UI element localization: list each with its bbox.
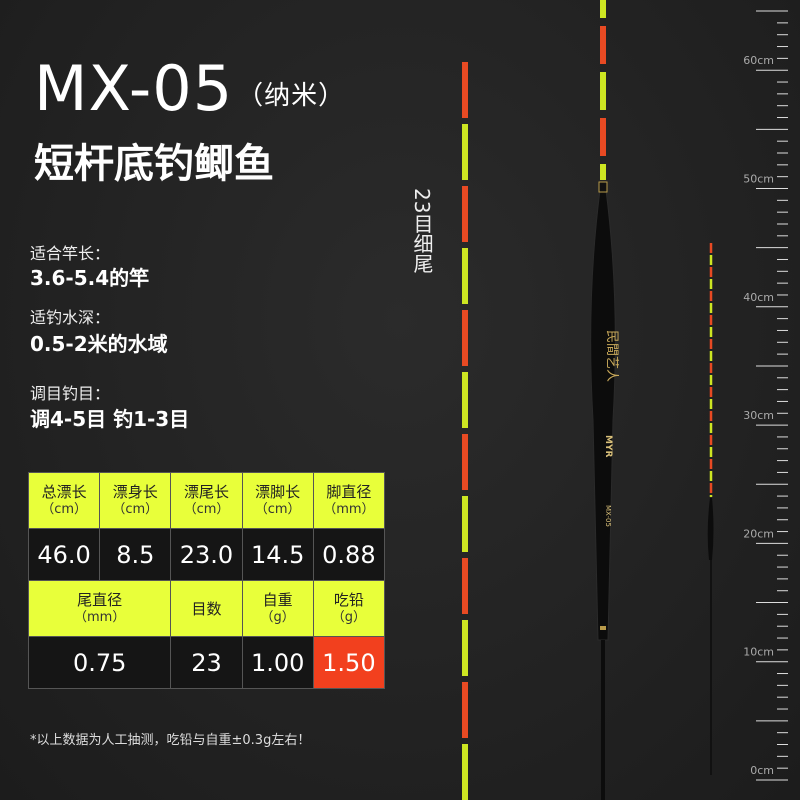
small-float-stripe bbox=[709, 459, 713, 469]
small-float-stripe bbox=[709, 291, 713, 301]
table-cell: 46.0 bbox=[27, 528, 101, 581]
small-float-stripe bbox=[709, 495, 713, 497]
small-float-stripe bbox=[709, 279, 713, 289]
small-float-stripe bbox=[709, 303, 713, 313]
small-float-stripe bbox=[709, 411, 713, 421]
small-float-stripe bbox=[709, 447, 713, 457]
table-header: 脚直径 （mm） bbox=[312, 472, 386, 529]
small-float-stripe bbox=[709, 327, 713, 337]
small-float-stripe bbox=[709, 399, 713, 409]
tail-stripe bbox=[462, 496, 468, 552]
float-tail-stripe bbox=[600, 164, 606, 180]
tail-stripe bbox=[462, 248, 468, 304]
tail-caption: 23目细尾 bbox=[410, 188, 434, 274]
small-float-body bbox=[707, 498, 714, 560]
float-tail-stripe bbox=[600, 0, 606, 18]
ruler-label: 30cm bbox=[743, 409, 774, 422]
small-float-stripe bbox=[709, 375, 713, 385]
tail-stripe bbox=[462, 558, 468, 614]
spec-label-water-depth: 适钓水深： bbox=[30, 308, 111, 327]
tail-stripe bbox=[462, 124, 468, 180]
small-float-stripe bbox=[709, 243, 713, 253]
tail-stripe bbox=[462, 434, 468, 490]
tail-stripe bbox=[462, 682, 468, 738]
small-float-stripe bbox=[709, 351, 713, 361]
table-cell: 14.5 bbox=[241, 528, 314, 581]
float-brand-logo: 民間艺人 bbox=[604, 330, 619, 382]
tail-stripe bbox=[462, 620, 468, 676]
table-header: 漂脚长 （cm） bbox=[241, 472, 314, 529]
table-header: 吃铅 （g） bbox=[312, 580, 386, 637]
tail-stripe bbox=[462, 310, 468, 366]
table-header-row: 尾直径 （mm） 目数 自重 （g） 吃铅 （g） bbox=[27, 580, 386, 637]
spec-label-rod-length: 适合竿长： bbox=[30, 244, 111, 263]
table-row: 46.0 8.5 23.0 14.5 0.88 bbox=[27, 528, 386, 581]
float-tail-stripe bbox=[600, 72, 606, 110]
table-header: 漂身长 （cm） bbox=[99, 472, 172, 529]
ruler-label: 40cm bbox=[743, 291, 774, 304]
table-header: 总漂长 （cm） bbox=[27, 472, 101, 529]
small-float-stripe bbox=[709, 315, 713, 325]
table-header-row: 总漂长 （cm） 漂身长 （cm） 漂尾长 （cm） 漂脚长 （cm） 脚直径 （mm） bbox=[27, 472, 386, 529]
small-float-stripe bbox=[709, 435, 713, 445]
table-header: 目数 bbox=[170, 580, 243, 637]
subtitle: 短杆底钓鲫鱼 bbox=[34, 141, 274, 187]
spec-table: 总漂长 （cm） 漂身长 （cm） 漂尾长 （cm） 漂脚长 （cm） 脚直径 （mm） … bbox=[27, 472, 386, 689]
ruler-label: 0cm bbox=[750, 764, 774, 777]
table-cell: 1.00 bbox=[241, 636, 314, 689]
small-float-stem bbox=[710, 560, 712, 775]
small-float-stripe bbox=[709, 387, 713, 397]
spec-label-tuning: 调目钓目： bbox=[30, 384, 111, 403]
disclaimer-note: *以上数据为人工抽测，吃铅与自重±0.3g左右！ bbox=[30, 733, 311, 748]
table-cell: 23.0 bbox=[170, 528, 243, 581]
small-float-stripe bbox=[709, 339, 713, 349]
float-tail-stripe bbox=[600, 118, 606, 156]
tail-stripe bbox=[462, 372, 468, 428]
tail-stripe bbox=[462, 62, 468, 118]
tail-stripe bbox=[462, 186, 468, 242]
spec-value-tuning: 调4-5目 钓1-3目 bbox=[30, 407, 190, 431]
float-stem bbox=[601, 640, 605, 800]
ruler-label: 50cm bbox=[743, 173, 774, 186]
small-float-stripe bbox=[709, 483, 713, 493]
small-float-stripe bbox=[709, 267, 713, 277]
model-title: MX-05 （纳米） bbox=[34, 58, 345, 120]
table-header: 自重 （g） bbox=[241, 580, 314, 637]
float-mark-logo: MYR bbox=[603, 435, 613, 457]
spec-value-water-depth: 0.5-2米的水域 bbox=[30, 332, 168, 356]
float-body bbox=[590, 189, 616, 641]
small-float-stripe bbox=[709, 255, 713, 265]
small-float-stripe bbox=[709, 423, 713, 433]
tail-stripe bbox=[462, 744, 468, 800]
model-number: MX-05 bbox=[34, 52, 234, 125]
float-collar bbox=[598, 181, 608, 193]
ruler-label: 60cm bbox=[743, 54, 774, 67]
table-cell: 0.75 bbox=[27, 636, 172, 689]
table-cell: 0.88 bbox=[312, 528, 386, 581]
ruler-label: 10cm bbox=[743, 646, 774, 659]
float-tail-stripe bbox=[600, 26, 606, 64]
table-cell-highlight: 1.50 bbox=[312, 636, 386, 689]
spec-value-rod-length: 3.6-5.4的竿 bbox=[30, 266, 150, 290]
small-float-stripe bbox=[709, 363, 713, 373]
table-header: 漂尾长 （cm） bbox=[170, 472, 243, 529]
small-float-stripe bbox=[709, 471, 713, 481]
float-model-logo: MX-05 bbox=[604, 505, 612, 527]
table-header: 尾直径 （mm） bbox=[27, 580, 172, 637]
model-suffix: （纳米） bbox=[237, 81, 346, 111]
ruler-label: 20cm bbox=[743, 527, 774, 540]
table-cell: 8.5 bbox=[99, 528, 172, 581]
table-row: 0.75 23 1.00 1.50 bbox=[27, 636, 386, 689]
table-cell: 23 bbox=[170, 636, 243, 689]
float-gold-band bbox=[600, 626, 606, 630]
